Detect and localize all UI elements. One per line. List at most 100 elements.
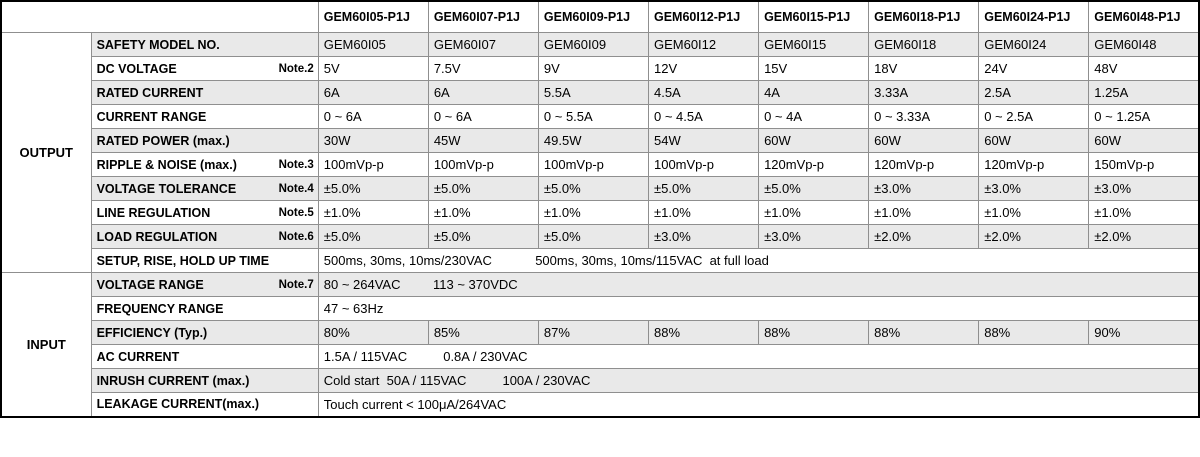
cell-value-span: 80 ~ 264VAC 113 ~ 370VDC — [317, 272, 1200, 297]
table-row: AC CURRENT 1.5A / 115VAC 0.8A / 230VAC — [1, 344, 1200, 369]
table-row: EFFICIENCY (Typ.) 80% 85% 87% 88% 88% 88… — [1, 320, 1200, 345]
cell-value: ±1.0% — [868, 200, 980, 225]
row-label: RIPPLE & NOISE (max.) Note.3 — [90, 152, 319, 177]
cell-value: 15V — [758, 56, 870, 81]
cell-value: 88% — [978, 320, 1090, 345]
cell-value: 4.5A — [647, 80, 760, 105]
row-label: VOLTAGE TOLERANCE Note.4 — [90, 176, 319, 201]
cell-value: 3.33A — [868, 80, 980, 105]
cell-value: ±3.0% — [758, 224, 870, 249]
col-header-model: GEM60I12-P1J — [647, 0, 760, 33]
cell-value: 60W — [758, 128, 870, 153]
row-label: SETUP, RISE, HOLD UP TIME — [90, 248, 319, 273]
cell-value: 87% — [537, 320, 649, 345]
cell-value-span: Cold start 50A / 115VAC 100A / 230VAC — [317, 368, 1200, 393]
cell-value: 120mVp-p — [978, 152, 1090, 177]
table-row: OUTPUT SAFETY MODEL NO. GEM60I05 GEM60I0… — [0, 32, 1200, 273]
cell-value: 100mVp-p — [647, 152, 760, 177]
cell-value: 0 ~ 6A — [317, 104, 429, 129]
cell-value: 6A — [317, 80, 429, 105]
col-header-model: GEM60I18-P1J — [868, 0, 980, 33]
section-label-input: INPUT — [0, 272, 92, 417]
cell-value: 120mVp-p — [758, 152, 870, 177]
cell-value: ±1.0% — [537, 200, 649, 225]
cell-value: GEM60I07 — [427, 32, 539, 57]
row-label: RATED POWER (max.) — [90, 128, 319, 153]
cell-value: GEM60I05 — [317, 32, 429, 57]
table-row: INRUSH CURRENT (max.) Cold start 50A / 1… — [1, 368, 1200, 393]
table-row: LEAKAGE CURRENT(max.) Touch current < 10… — [1, 392, 1200, 417]
cell-value: 60W — [978, 128, 1090, 153]
cell-value: 54W — [647, 128, 760, 153]
cell-value: GEM60I18 — [868, 32, 980, 57]
cell-value: ±5.0% — [427, 176, 539, 201]
table-row: RATED POWER (max.) 30W 45W 49.5W 54W 60W… — [1, 128, 1200, 153]
cell-value: 7.5V — [427, 56, 539, 81]
cell-value: GEM60I09 — [537, 32, 649, 57]
note-ref: Note.6 — [278, 230, 314, 243]
note-ref: Note.3 — [278, 158, 314, 171]
row-label: RATED CURRENT — [90, 80, 319, 105]
cell-value: 60W — [868, 128, 980, 153]
cell-value: GEM60I12 — [647, 32, 760, 57]
cell-value: ±5.0% — [537, 176, 649, 201]
cell-value: ±3.0% — [978, 176, 1090, 201]
cell-value: 24V — [978, 56, 1090, 81]
cell-value: 150mVp-p — [1088, 152, 1200, 177]
cell-value: 60W — [1088, 128, 1200, 153]
row-label-text: CURRENT RANGE — [96, 109, 207, 124]
table-row: SETUP, RISE, HOLD UP TIME 500ms, 30ms, 1… — [1, 248, 1200, 273]
cell-value: ±5.0% — [317, 224, 429, 249]
cell-value: GEM60I15 — [758, 32, 870, 57]
note-ref: Note.5 — [278, 206, 314, 219]
row-label: DC VOLTAGE Note.2 — [90, 56, 319, 81]
cell-value: ±1.0% — [317, 200, 429, 225]
row-label: LEAKAGE CURRENT(max.) — [90, 392, 319, 417]
cell-value: 6A — [427, 80, 539, 105]
row-label: EFFICIENCY (Typ.) — [90, 320, 319, 345]
table-row: LOAD REGULATION Note.6 ±5.0% ±5.0% ±5.0% … — [1, 224, 1200, 249]
row-label: SAFETY MODEL NO. — [90, 32, 319, 57]
col-header-model: GEM60I15-P1J — [758, 0, 870, 33]
table-row: LINE REGULATION Note.5 ±1.0% ±1.0% ±1.0% … — [1, 200, 1200, 225]
table-row: INPUT VOLTAGE RANGE Note.7 80 ~ 264VAC 11… — [0, 272, 1200, 417]
col-header-model: GEM60I07-P1J — [427, 0, 539, 33]
cell-value: 88% — [758, 320, 870, 345]
cell-value: GEM60I24 — [978, 32, 1090, 57]
cell-value: 5V — [317, 56, 429, 81]
row-label-text: RIPPLE & NOISE (max.) — [96, 157, 237, 172]
cell-value-span: Touch current < 100μA/264VAC — [317, 392, 1200, 417]
cell-value: ±1.0% — [978, 200, 1090, 225]
col-header-model: GEM60I05-P1J — [317, 0, 429, 33]
note-ref: Note.7 — [278, 278, 314, 291]
cell-value: 88% — [868, 320, 980, 345]
table-row: RATED CURRENT 6A 6A 5.5A 4.5A 4A 3.33A 2… — [1, 80, 1200, 105]
cell-value-span: 1.5A / 115VAC 0.8A / 230VAC — [317, 344, 1200, 369]
row-label: LOAD REGULATION Note.6 — [90, 224, 319, 249]
cell-value: 120mVp-p — [868, 152, 980, 177]
row-label-text: VOLTAGE RANGE — [96, 277, 204, 292]
cell-value: ±1.0% — [758, 200, 870, 225]
cell-value: 48V — [1088, 56, 1200, 81]
row-label: VOLTAGE RANGE Note.7 — [90, 272, 319, 297]
cell-value: 0 ~ 1.25A — [1088, 104, 1200, 129]
cell-value: ±3.0% — [1088, 176, 1200, 201]
cell-value: 30W — [317, 128, 429, 153]
cell-value: ±1.0% — [427, 200, 539, 225]
row-label-text: EFFICIENCY (Typ.) — [96, 325, 208, 340]
cell-value-span: 47 ~ 63Hz — [317, 296, 1200, 321]
cell-value: ±2.0% — [1088, 224, 1200, 249]
cell-value: 0 ~ 2.5A — [978, 104, 1090, 129]
cell-value: 18V — [868, 56, 980, 81]
cell-value: ±1.0% — [1088, 200, 1200, 225]
cell-value: 100mVp-p — [537, 152, 649, 177]
section-label-output: OUTPUT — [0, 32, 92, 273]
cell-value: 88% — [647, 320, 760, 345]
row-label: AC CURRENT — [90, 344, 319, 369]
cell-value: 0 ~ 5.5A — [537, 104, 649, 129]
cell-value: 2.5A — [978, 80, 1090, 105]
cell-value: 1.25A — [1088, 80, 1200, 105]
cell-value: 100mVp-p — [427, 152, 539, 177]
cell-value: 45W — [427, 128, 539, 153]
cell-value: 4A — [758, 80, 870, 105]
